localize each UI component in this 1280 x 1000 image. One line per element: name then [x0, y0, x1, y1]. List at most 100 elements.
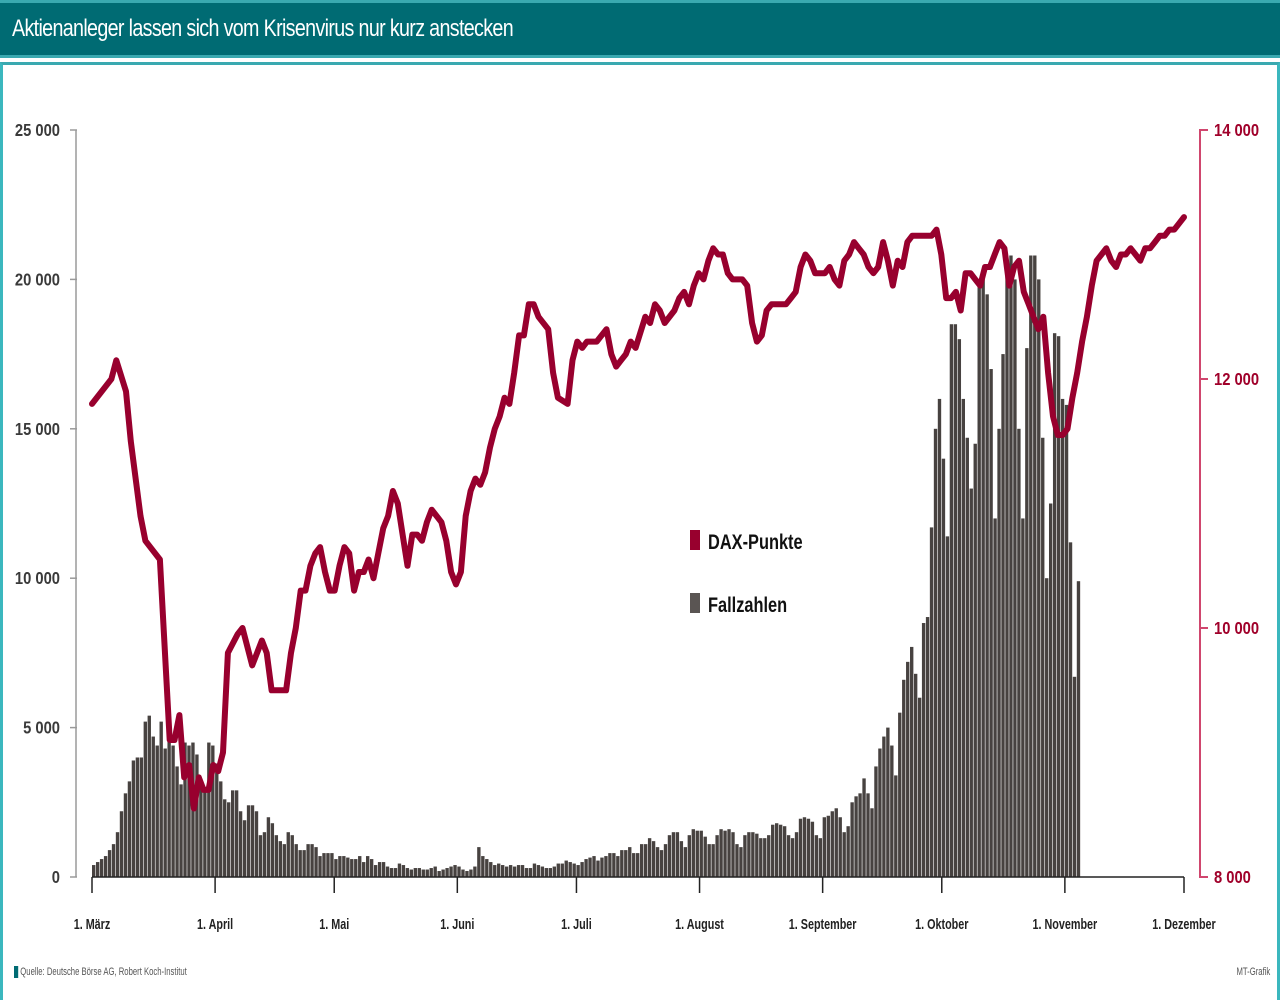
case-bar	[413, 868, 418, 877]
case-bar	[1017, 428, 1021, 877]
case-bar	[266, 817, 271, 877]
case-bar	[1021, 518, 1025, 877]
case-bar	[393, 868, 398, 877]
case-bar	[961, 398, 965, 877]
case-bar	[874, 766, 878, 877]
case-bar	[338, 856, 342, 877]
left-tick-label: 15 000	[15, 419, 60, 439]
left-tick-label: 25 000	[15, 121, 60, 141]
case-bar	[985, 294, 989, 878]
case-bar	[401, 865, 406, 877]
case-bar	[584, 859, 588, 877]
case-bar	[230, 790, 235, 877]
case-bar	[675, 832, 680, 877]
case-bar	[377, 862, 382, 877]
case-bar	[941, 458, 946, 877]
case-bar	[175, 766, 179, 877]
case-bar	[886, 727, 890, 877]
case-bar	[254, 811, 259, 877]
x-tick-label: 1. August	[675, 915, 724, 932]
case-bar	[1013, 279, 1017, 877]
case-bar	[143, 721, 147, 877]
case-bar	[548, 868, 553, 877]
case-bar	[115, 832, 120, 877]
case-bar	[683, 847, 688, 877]
case-bar	[806, 818, 811, 877]
case-bar	[536, 865, 541, 877]
case-bar	[556, 863, 560, 877]
case-bar	[735, 844, 739, 877]
case-bar	[421, 869, 425, 877]
case-bar	[290, 835, 294, 877]
case-bar	[890, 745, 894, 877]
case-bar	[790, 838, 795, 877]
case-bar	[782, 826, 787, 877]
legend-label-dax: DAX-Punkte	[708, 530, 803, 553]
case-bar	[234, 790, 239, 877]
case-bar	[1041, 437, 1045, 877]
case-bar	[1068, 542, 1073, 877]
case-bar	[643, 844, 648, 877]
case-bar	[429, 868, 433, 877]
right-tick-label: 8 000	[1214, 868, 1251, 888]
case-bar	[365, 856, 370, 877]
case-bar	[1052, 333, 1057, 877]
source-note: Quelle: Deutsche Börse AG, Robert Koch-I…	[14, 966, 187, 979]
case-bar	[945, 536, 950, 877]
case-bar	[1045, 578, 1049, 877]
case-bar	[993, 518, 997, 877]
case-bar	[99, 859, 104, 877]
case-bar	[814, 835, 819, 877]
case-bar	[524, 868, 529, 877]
case-bar	[334, 859, 338, 877]
case-bar	[330, 853, 334, 877]
case-bar	[933, 428, 938, 877]
case-bar	[1025, 348, 1029, 877]
case-bar	[997, 428, 1001, 877]
legend-swatch-dax	[690, 530, 700, 550]
case-bar	[477, 847, 481, 877]
case-bar	[719, 829, 723, 877]
x-tick-label: 1. April	[197, 915, 233, 932]
case-bar	[171, 745, 175, 877]
case-bar	[659, 850, 664, 877]
case-bar	[838, 817, 842, 877]
x-tick-label: 1. Mai	[319, 915, 349, 932]
case-bar	[1048, 503, 1053, 877]
case-bar	[262, 832, 267, 877]
case-bar	[671, 832, 676, 877]
case-bar	[620, 850, 624, 877]
case-bar	[187, 745, 191, 877]
case-bar	[302, 850, 306, 877]
case-bar	[461, 869, 465, 877]
case-bar	[846, 826, 850, 877]
case-bar	[743, 835, 747, 877]
case-bar	[211, 745, 215, 877]
case-bar	[898, 712, 902, 877]
cases-bars	[92, 255, 1081, 878]
case-bar	[318, 856, 322, 877]
case-bar	[103, 856, 108, 877]
case-bar	[544, 868, 549, 877]
case-bar	[949, 324, 954, 878]
source-text: Quelle: Deutsche Börse AG, Robert Koch-I…	[20, 966, 187, 978]
case-bar	[469, 869, 473, 877]
right-tick-label: 12 000	[1214, 370, 1259, 390]
case-bar	[608, 853, 612, 877]
left-tick-label: 20 000	[15, 270, 60, 290]
x-tick-label: 1. Oktober	[915, 915, 968, 932]
case-bar	[1033, 255, 1037, 877]
case-bar	[540, 866, 545, 877]
case-bar	[223, 799, 227, 877]
case-bar	[481, 856, 485, 877]
case-bar	[381, 862, 386, 877]
case-bar	[902, 679, 906, 877]
case-bar	[135, 757, 140, 877]
left-tick-label: 10 000	[15, 569, 60, 589]
case-bar	[564, 860, 568, 877]
case-bar	[834, 808, 838, 877]
case-bar	[965, 437, 969, 877]
case-bar	[504, 866, 509, 877]
case-bar	[246, 805, 251, 877]
